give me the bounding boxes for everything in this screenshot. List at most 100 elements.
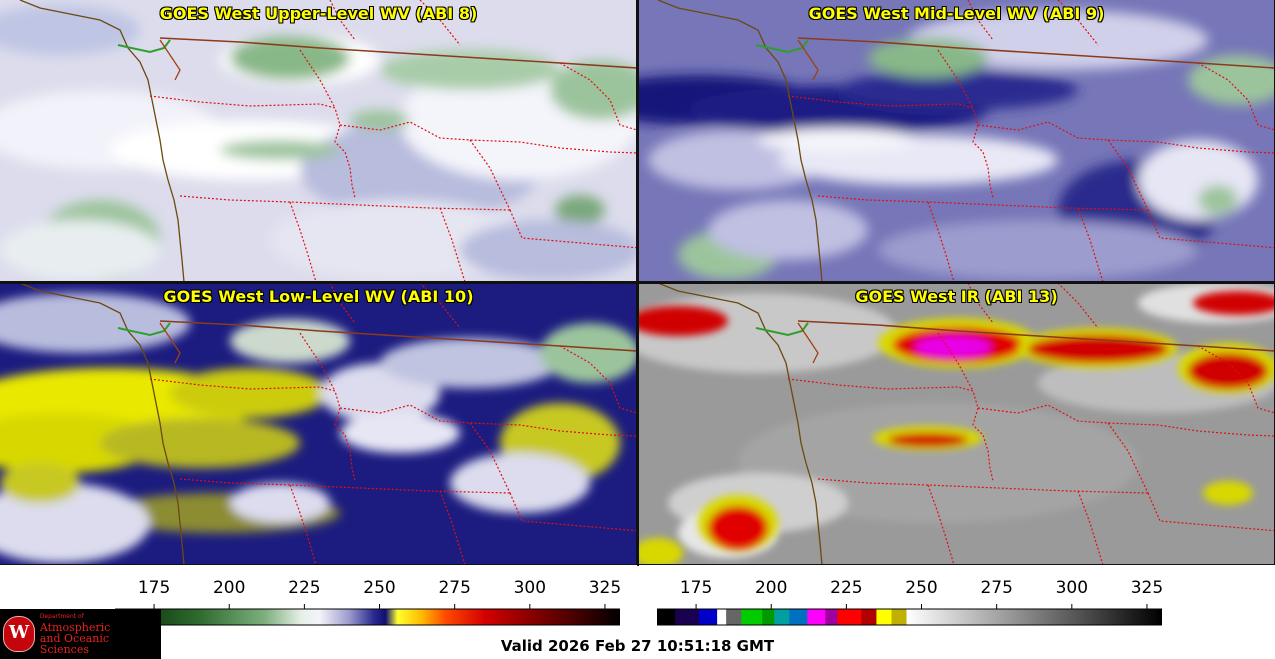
cold-cloud-top bbox=[1203, 481, 1253, 505]
state-border bbox=[1057, 283, 1099, 329]
state-border bbox=[469, 139, 511, 211]
colorbar-tick-label: 200 bbox=[212, 578, 246, 598]
cold-cloud-top bbox=[888, 433, 968, 447]
state-border bbox=[419, 283, 461, 329]
puget-sound-outline bbox=[117, 322, 171, 337]
valid-time-label: Valid 2026 Feb 27 10:51:18 GMT bbox=[500, 637, 775, 655]
colorbar-band bbox=[762, 609, 775, 625]
cloud-region bbox=[555, 195, 605, 225]
colorbar-band bbox=[876, 609, 892, 625]
wv-colorbar: 175 200 225 250 275 300 325 bbox=[115, 568, 622, 630]
puget-sound-outline bbox=[117, 39, 171, 54]
ir-colorbar: 175 200 225 250 275 300 325 bbox=[657, 568, 1164, 630]
cloud-region bbox=[460, 220, 636, 280]
colorbar-band bbox=[717, 609, 727, 625]
cloud-region bbox=[230, 36, 350, 80]
colorbar-band bbox=[741, 609, 763, 625]
panel-mid-level-wv: GOES West Mid-Level WV (ABI 9) bbox=[638, 0, 1275, 282]
colorbar-band bbox=[906, 609, 1162, 625]
island-outline bbox=[159, 322, 181, 364]
colorbar-tick-label: 175 bbox=[137, 578, 171, 598]
cloud-region bbox=[838, 70, 1078, 110]
colorbar-tick-label: 175 bbox=[679, 578, 713, 598]
colorbar-tick-label: 325 bbox=[588, 578, 622, 598]
coastline bbox=[19, 283, 185, 564]
cloud-region bbox=[230, 319, 350, 363]
colorbar-band bbox=[807, 609, 826, 625]
colorbar-tick-label: 250 bbox=[905, 578, 938, 598]
cloud-region bbox=[0, 483, 150, 563]
cloud-region bbox=[270, 200, 530, 280]
state-border bbox=[937, 332, 974, 392]
colorbar-tick-label: 225 bbox=[830, 578, 863, 598]
uw-seal-icon: W bbox=[3, 616, 35, 652]
colorbar-band bbox=[837, 609, 862, 625]
state-border bbox=[937, 49, 974, 109]
cloud-region bbox=[708, 200, 868, 260]
logo-dept: Department of bbox=[39, 612, 84, 620]
cloud-region bbox=[170, 368, 330, 418]
cloud-region bbox=[0, 220, 160, 280]
satellite-image bbox=[638, 0, 1274, 281]
cold-cloud-top bbox=[638, 306, 728, 336]
cloud-region bbox=[878, 220, 1198, 280]
logo-line1: Atmospheric bbox=[39, 620, 111, 634]
cloud-region bbox=[220, 140, 340, 160]
logo-text: Department of Atmospheric and Oceanic Sc… bbox=[39, 612, 161, 656]
colorbar-tick-label: 300 bbox=[1055, 578, 1089, 598]
cloud-region bbox=[758, 128, 918, 152]
colorbar-band bbox=[726, 609, 742, 625]
cloud-region bbox=[350, 110, 410, 130]
cloud-region bbox=[450, 453, 590, 513]
coastline bbox=[657, 0, 823, 281]
puget-sound-outline bbox=[755, 322, 809, 337]
colorbar-fill bbox=[115, 609, 620, 625]
cloud-region bbox=[540, 323, 636, 383]
state-border bbox=[469, 422, 511, 494]
state-border bbox=[1107, 139, 1149, 211]
logo-line2: and Oceanic Sciences bbox=[39, 631, 110, 656]
satellite-image bbox=[0, 0, 636, 281]
state-border bbox=[179, 195, 511, 211]
coastline bbox=[19, 0, 185, 281]
state-border bbox=[179, 478, 511, 494]
colorbar-band bbox=[774, 609, 790, 625]
satellite-image bbox=[0, 283, 636, 564]
state-border bbox=[1147, 209, 1274, 249]
colorbar-band bbox=[891, 609, 907, 625]
aos-logo: W Department of Atmospheric and Oceanic … bbox=[0, 609, 161, 659]
ir-colorbar-scale bbox=[657, 604, 1162, 626]
cloud-region bbox=[0, 413, 160, 473]
colorbar-tick-label: 325 bbox=[1130, 578, 1164, 598]
cloud-region bbox=[1188, 55, 1274, 105]
island-outline bbox=[159, 39, 181, 81]
state-border bbox=[1057, 0, 1099, 46]
colorbar-outline bbox=[657, 608, 1162, 626]
state-border bbox=[1107, 422, 1149, 494]
colorbar-band bbox=[861, 609, 877, 625]
cloud-region bbox=[1138, 140, 1258, 220]
cloud-region bbox=[380, 50, 560, 90]
colorbar-tick-label: 300 bbox=[513, 578, 547, 598]
state-border bbox=[509, 209, 636, 249]
state-border bbox=[419, 0, 461, 46]
colorbar-tick-label: 275 bbox=[438, 578, 471, 598]
colorbar-tick-label: 250 bbox=[363, 578, 396, 598]
state-border bbox=[299, 49, 336, 109]
panel-upper-level-wv: GOES West Upper-Level WV (ABI 8) bbox=[0, 0, 637, 282]
colorbar-band bbox=[675, 609, 700, 625]
cold-cloud-top bbox=[1193, 291, 1274, 315]
cloud-region bbox=[380, 338, 560, 388]
panel-ir: GOES West IR (ABI 13) bbox=[638, 283, 1275, 565]
panel-title: GOES West Low-Level WV (ABI 10) bbox=[163, 287, 474, 306]
cloud-region bbox=[1198, 185, 1238, 215]
colorbar-band bbox=[699, 609, 718, 625]
cold-cloud-top bbox=[1188, 353, 1268, 389]
state-border bbox=[817, 478, 1149, 494]
panel-divider bbox=[0, 282, 1275, 284]
cold-cloud-top bbox=[708, 506, 768, 550]
panel-title: GOES West Mid-Level WV (ABI 9) bbox=[808, 4, 1105, 23]
colorbar-tick-label: 200 bbox=[754, 578, 788, 598]
state-border bbox=[299, 332, 336, 392]
panel-title: GOES West Upper-Level WV (ABI 8) bbox=[159, 4, 478, 23]
